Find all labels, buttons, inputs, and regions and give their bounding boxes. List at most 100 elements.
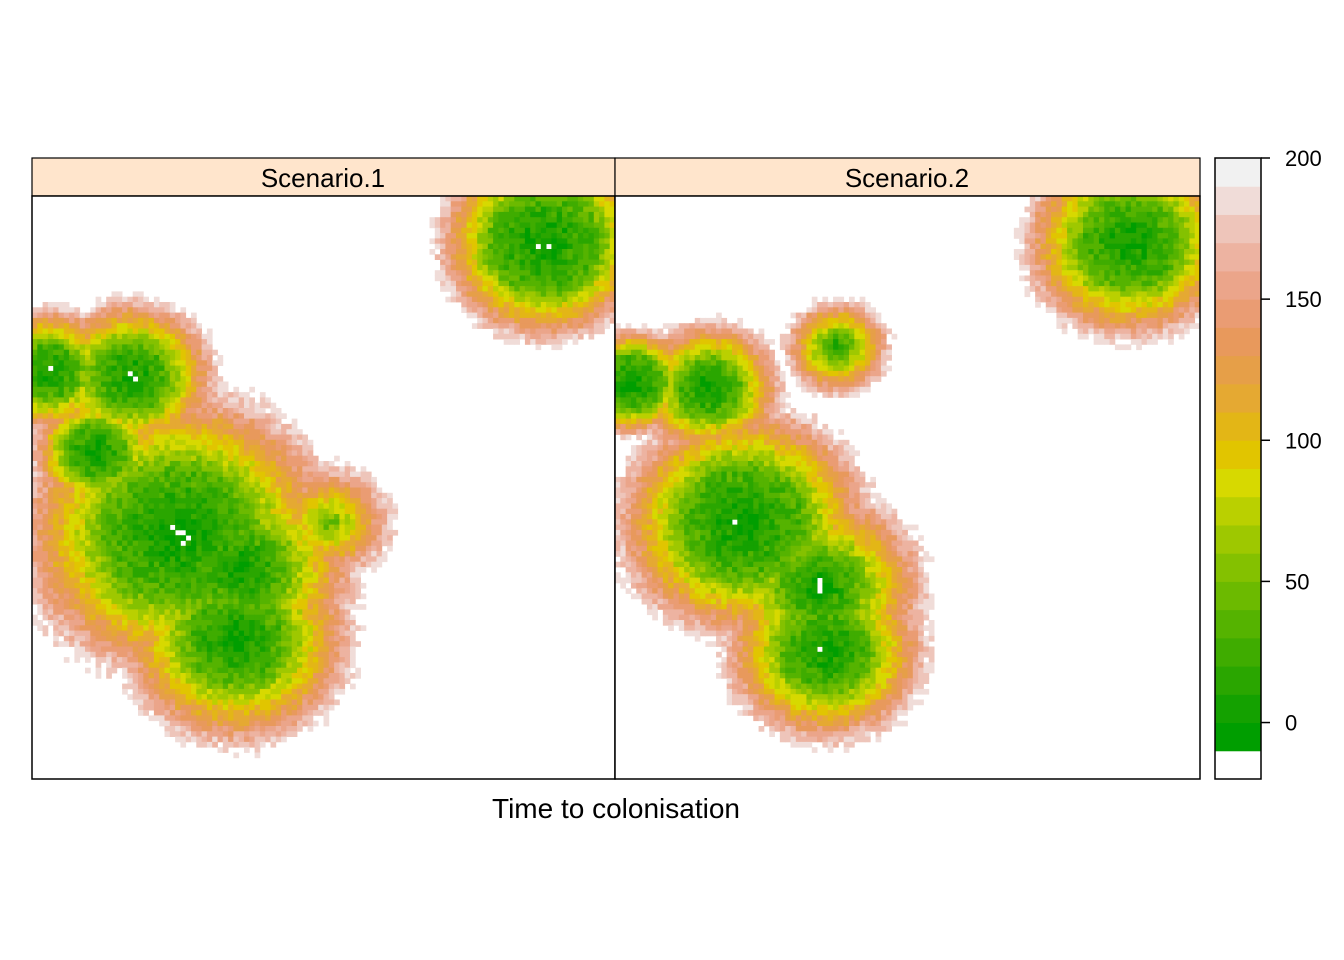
heatmap-cell — [159, 381, 165, 388]
heatmap-cell — [509, 286, 515, 292]
heatmap-cell — [259, 498, 266, 504]
heatmap-cell — [344, 678, 351, 684]
heatmap-cell — [100, 312, 107, 319]
heatmap-cell — [201, 540, 208, 547]
heatmap-cell — [244, 646, 250, 653]
heatmap-cell — [551, 222, 558, 229]
heatmap-cell — [556, 339, 563, 345]
heatmap-cell — [32, 360, 38, 366]
heatmap-cell — [307, 710, 314, 716]
heatmap-cell — [175, 720, 181, 727]
heatmap-cell — [169, 556, 176, 563]
heatmap-cell — [265, 487, 271, 494]
heatmap-cell — [164, 582, 171, 589]
heatmap-cell — [244, 455, 250, 462]
heatmap-cell — [238, 540, 245, 547]
heatmap-cell — [302, 450, 308, 457]
heatmap-cell — [265, 604, 271, 610]
heatmap-cell — [138, 567, 144, 573]
heatmap-cell — [175, 556, 181, 563]
heatmap-cell — [540, 206, 547, 213]
heatmap-cell — [100, 556, 107, 563]
heatmap-cell — [106, 529, 112, 536]
heatmap-cell — [344, 662, 351, 669]
heatmap-cell — [185, 651, 192, 658]
heatmap-cell — [100, 418, 107, 425]
heatmap-cell — [556, 344, 563, 351]
heatmap-cell — [143, 413, 149, 419]
heatmap-cell — [138, 333, 144, 340]
heatmap-cell — [593, 307, 600, 313]
heatmap-cell — [175, 333, 181, 340]
heatmap-cell — [297, 434, 303, 441]
heatmap-cell — [244, 556, 250, 563]
heatmap-cell — [477, 275, 483, 282]
heatmap-cell — [291, 487, 298, 494]
heatmap-cell — [111, 370, 118, 377]
heatmap-cell — [143, 333, 149, 340]
heatmap-cell — [47, 604, 54, 610]
heatmap-cell — [69, 323, 75, 329]
heatmap-cell — [535, 312, 542, 319]
heatmap-cell — [111, 429, 118, 435]
heatmap-cell — [106, 312, 112, 319]
heatmap-cell — [312, 699, 319, 706]
heatmap-cell — [132, 646, 139, 653]
heatmap-cell — [185, 392, 192, 398]
heatmap-cell — [434, 275, 441, 282]
heatmap-cell — [482, 249, 489, 255]
heatmap-cell — [201, 551, 208, 557]
heatmap-cell — [100, 609, 107, 616]
heatmap-cell — [143, 614, 149, 621]
heatmap-cell — [122, 598, 128, 605]
heatmap-cell — [233, 609, 240, 616]
heatmap-cell — [355, 524, 361, 531]
heatmap-cell — [74, 423, 81, 430]
heatmap-cell — [509, 206, 515, 213]
heatmap-cell — [175, 694, 181, 700]
heatmap-cell — [233, 423, 240, 430]
heatmap-cell — [79, 498, 86, 504]
heatmap-cell — [153, 577, 160, 584]
heatmap-cell — [116, 635, 123, 642]
heatmap-cell — [185, 455, 192, 462]
heatmap-cell — [546, 312, 552, 319]
heatmap-cell — [487, 307, 494, 313]
heatmap-cell — [32, 408, 38, 414]
heatmap-cell — [556, 328, 563, 335]
heatmap-cell — [265, 418, 271, 425]
heatmap-cell — [201, 588, 208, 594]
heatmap-cell — [228, 455, 234, 462]
heatmap-cell — [599, 196, 605, 202]
heatmap-cell — [509, 238, 515, 245]
heatmap-cell — [185, 397, 192, 404]
heatmap-cell — [312, 476, 319, 483]
heatmap-cell — [259, 678, 266, 684]
heatmap-cell — [244, 519, 250, 525]
heatmap-cell — [47, 402, 54, 409]
heatmap-cell — [42, 545, 49, 552]
heatmap-cell — [143, 598, 149, 605]
heatmap-cell — [47, 392, 54, 398]
heatmap-cell — [222, 588, 229, 594]
heatmap-cell — [524, 196, 531, 202]
heatmap-cell — [159, 572, 165, 578]
heatmap-cell — [159, 540, 165, 547]
heatmap-cell — [153, 418, 160, 425]
heatmap-cell — [138, 291, 144, 298]
heatmap-cell — [90, 418, 96, 425]
heatmap-cell — [90, 434, 96, 441]
heatmap-cell — [180, 312, 187, 319]
heatmap-cell — [514, 227, 520, 234]
heatmap-cell — [42, 577, 49, 584]
heatmap-cell — [63, 535, 70, 541]
heatmap-cell — [312, 588, 319, 594]
heatmap-cell — [297, 614, 303, 621]
heatmap-cell — [387, 535, 393, 541]
heatmap-cell — [116, 307, 123, 313]
heatmap-cell — [297, 710, 303, 716]
heatmap-cell — [281, 524, 287, 531]
heatmap-cell — [265, 402, 271, 409]
heatmap-cell — [307, 604, 314, 610]
heatmap-cell — [562, 222, 568, 229]
